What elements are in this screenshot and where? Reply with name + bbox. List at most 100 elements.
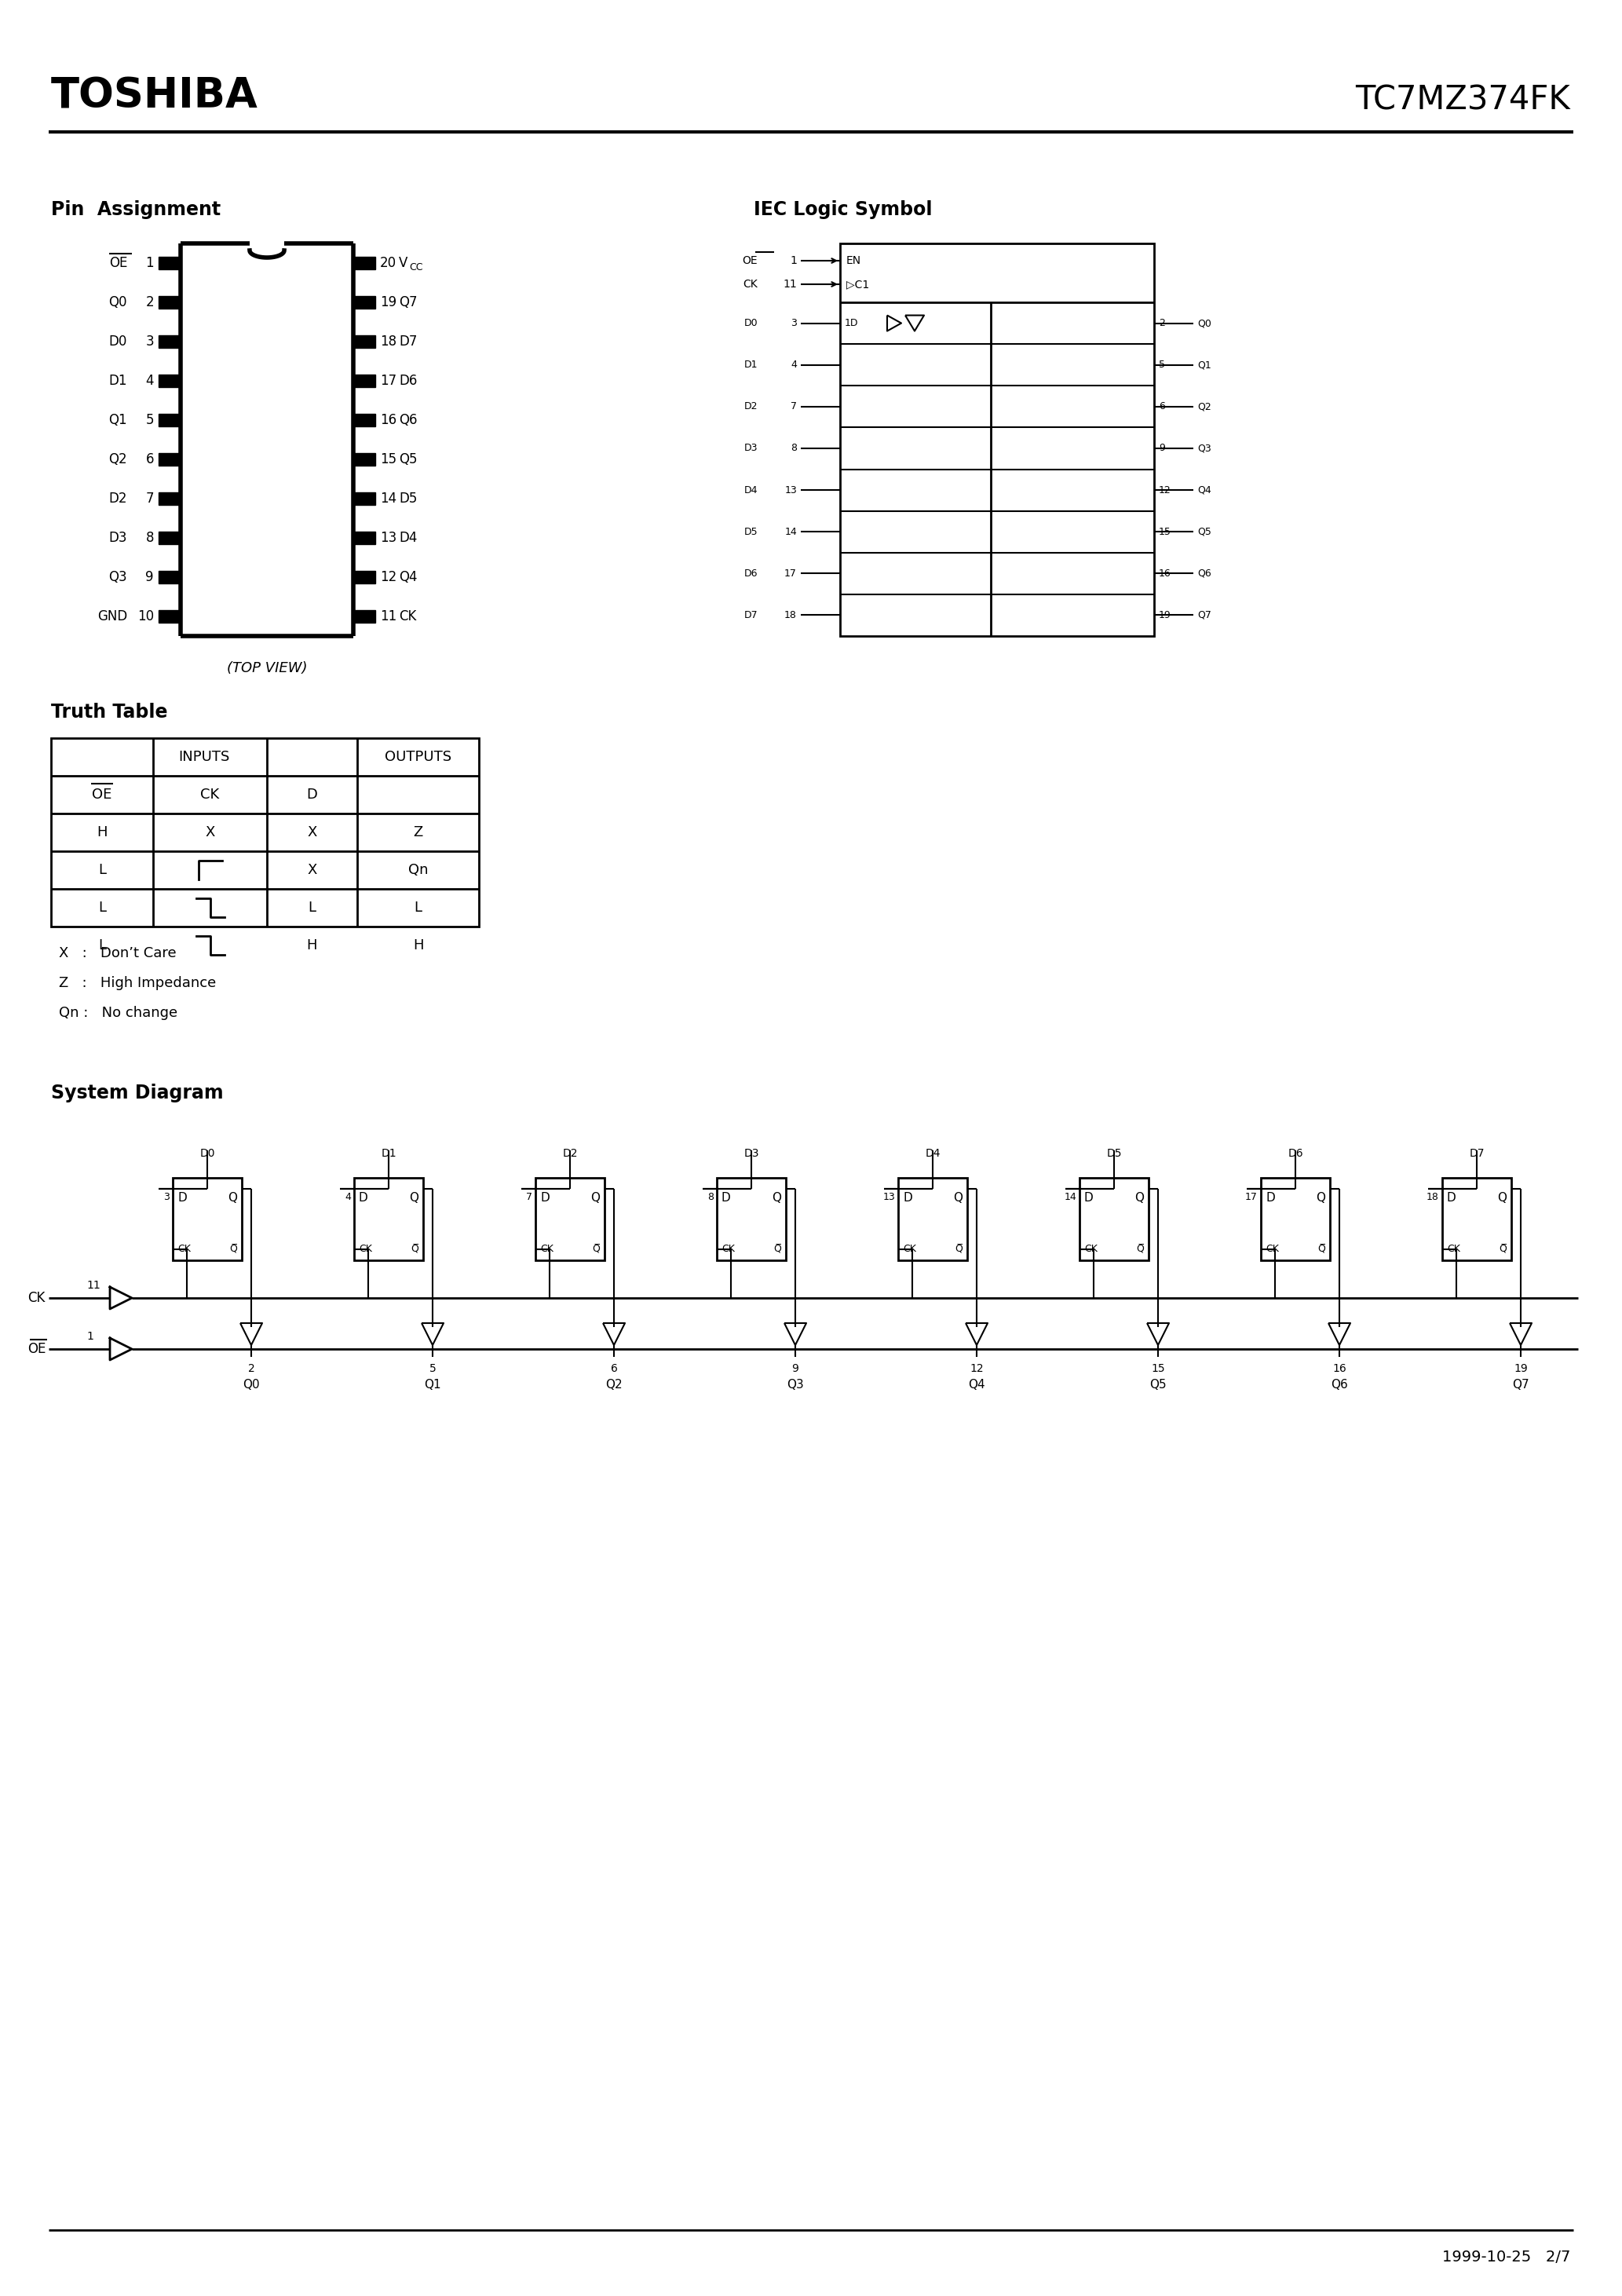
Text: D0: D0	[109, 335, 127, 349]
Text: 14: 14	[1064, 1192, 1077, 1203]
Text: Q3: Q3	[1197, 443, 1212, 452]
Text: H: H	[97, 824, 107, 840]
Text: Q̅: Q̅	[1317, 1244, 1325, 1254]
Text: D: D	[1083, 1192, 1093, 1203]
Text: D1: D1	[109, 374, 127, 388]
Text: 1: 1	[86, 1332, 94, 1341]
Text: Q6: Q6	[1197, 569, 1212, 579]
Text: D4: D4	[399, 530, 417, 544]
Text: Q6: Q6	[1330, 1380, 1348, 1391]
Text: X: X	[307, 863, 316, 877]
Text: Q5: Q5	[1197, 526, 1212, 537]
Text: Z   :   High Impedance: Z : High Impedance	[58, 976, 216, 990]
Text: D6: D6	[399, 374, 417, 388]
Text: Q6: Q6	[399, 413, 417, 427]
Text: D5: D5	[1106, 1148, 1122, 1159]
Text: 15: 15	[1152, 1364, 1165, 1373]
Text: Q: Q	[772, 1192, 782, 1203]
Text: L: L	[414, 900, 422, 914]
Text: IEC Logic Symbol: IEC Logic Symbol	[754, 200, 933, 218]
Text: 17: 17	[785, 569, 796, 579]
Text: X: X	[307, 824, 316, 840]
Text: 17: 17	[1246, 1192, 1257, 1203]
Bar	[1260, 1178, 1330, 1261]
Text: 4: 4	[790, 360, 796, 370]
Text: CK: CK	[399, 608, 417, 625]
Text: Q: Q	[590, 1192, 600, 1203]
Text: Q̅: Q̅	[410, 1244, 418, 1254]
Text: Q: Q	[1134, 1192, 1144, 1203]
Text: X   :   Don’t Care: X : Don’t Care	[58, 946, 177, 960]
Text: D3: D3	[743, 1148, 759, 1159]
Bar	[50, 737, 478, 928]
Text: D: D	[358, 1192, 368, 1203]
Text: 5: 5	[430, 1364, 436, 1373]
Bar	[354, 335, 375, 349]
Text: CK: CK	[540, 1244, 553, 1254]
Text: D2: D2	[109, 491, 127, 505]
Text: D1: D1	[744, 360, 757, 370]
Text: 6: 6	[146, 452, 154, 466]
Text: 1999-10-25   2/7: 1999-10-25 2/7	[1442, 2250, 1570, 2264]
Bar	[354, 257, 375, 269]
Text: 2: 2	[146, 296, 154, 310]
Text: Q4: Q4	[399, 569, 417, 583]
Text: Q1: Q1	[109, 413, 127, 427]
Bar	[159, 452, 180, 466]
Text: GND: GND	[97, 608, 127, 625]
Text: CK: CK	[28, 1290, 45, 1304]
Text: 17: 17	[380, 374, 396, 388]
Text: ▷C1: ▷C1	[847, 278, 869, 289]
Text: Q̅: Q̅	[1499, 1244, 1507, 1254]
Text: 2: 2	[248, 1364, 255, 1373]
Bar	[159, 491, 180, 505]
Text: D: D	[1447, 1192, 1457, 1203]
Text: 14: 14	[785, 526, 796, 537]
Text: D: D	[540, 1192, 550, 1203]
Bar	[159, 335, 180, 349]
Text: 2: 2	[1158, 319, 1165, 328]
Bar	[899, 1178, 967, 1261]
Text: 16: 16	[1332, 1364, 1346, 1373]
Text: 18: 18	[785, 611, 796, 620]
Text: 8: 8	[146, 530, 154, 544]
Text: D0: D0	[744, 319, 757, 328]
Text: 13: 13	[785, 484, 796, 496]
Text: 15: 15	[380, 452, 396, 466]
Text: 19: 19	[1158, 611, 1171, 620]
Text: 13: 13	[380, 530, 397, 544]
Text: 16: 16	[380, 413, 396, 427]
Text: 19: 19	[1513, 1364, 1528, 1373]
Text: Q7: Q7	[1197, 611, 1212, 620]
Text: 6: 6	[1158, 402, 1165, 411]
Bar	[159, 533, 180, 544]
Text: 20: 20	[380, 255, 396, 271]
Text: Pin  Assignment: Pin Assignment	[50, 200, 221, 218]
Text: Q4: Q4	[968, 1380, 985, 1391]
Text: D7: D7	[1470, 1148, 1484, 1159]
Text: 12: 12	[380, 569, 397, 583]
Text: 1: 1	[790, 255, 796, 266]
Bar	[172, 1178, 242, 1261]
Bar	[535, 1178, 605, 1261]
Text: 9: 9	[146, 569, 154, 583]
Text: 7: 7	[146, 491, 154, 505]
Text: EN: EN	[847, 255, 861, 266]
Bar	[159, 374, 180, 388]
Text: Q: Q	[1315, 1192, 1325, 1203]
Bar	[354, 572, 375, 583]
Text: 11: 11	[86, 1279, 101, 1290]
Text: D4: D4	[744, 484, 757, 496]
Text: Q7: Q7	[1512, 1380, 1530, 1391]
Text: 4: 4	[146, 374, 154, 388]
Text: 19: 19	[380, 296, 396, 310]
Text: 5: 5	[146, 413, 154, 427]
Text: L: L	[308, 900, 316, 914]
Text: Z: Z	[414, 824, 423, 840]
Bar	[159, 572, 180, 583]
Text: X: X	[204, 824, 214, 840]
Bar	[354, 413, 375, 427]
Text: Q0: Q0	[243, 1380, 260, 1391]
Text: D2: D2	[744, 402, 757, 411]
Text: Q̅: Q̅	[1135, 1244, 1144, 1254]
